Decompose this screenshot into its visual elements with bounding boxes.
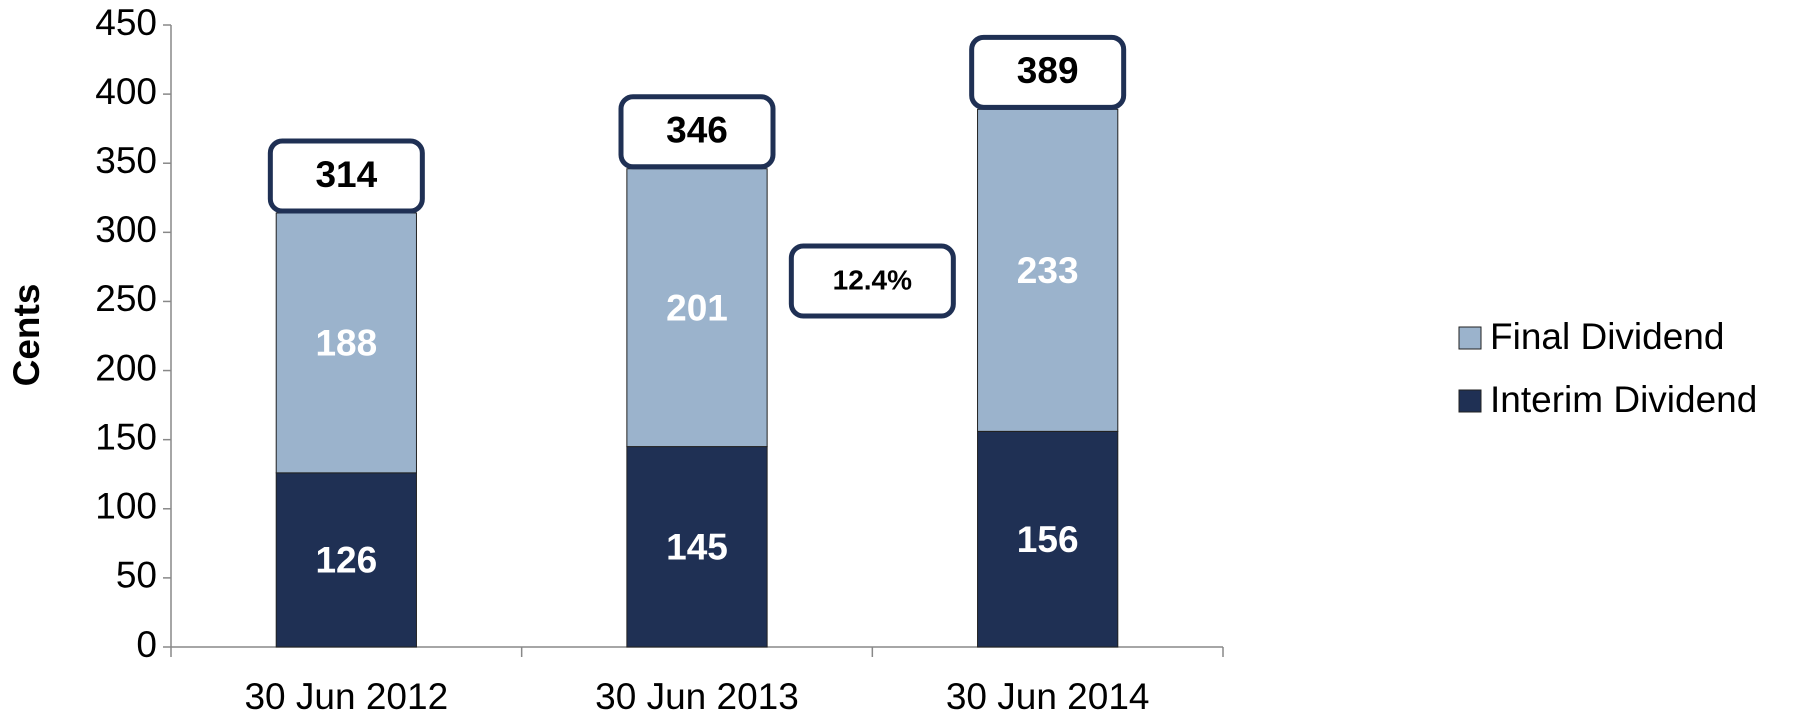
y-tick-label: 250 <box>95 278 157 319</box>
data-label: 188 <box>315 323 377 364</box>
legend-label: Final Dividend <box>1490 316 1724 357</box>
legend-label: Interim Dividend <box>1490 379 1757 420</box>
y-tick-label: 50 <box>116 555 157 596</box>
y-tick-label: 300 <box>95 209 157 250</box>
y-tick-label: 200 <box>95 347 157 388</box>
data-label: 156 <box>1017 519 1079 560</box>
total-label: 314 <box>315 154 377 195</box>
data-label: 126 <box>315 540 377 581</box>
y-tick-label: 150 <box>95 416 157 457</box>
legend-swatch <box>1458 326 1482 350</box>
bar-segment <box>626 446 768 648</box>
x-tick-label: 30 Jun 2012 <box>244 676 448 714</box>
total-label: 346 <box>666 110 728 151</box>
y-tick-label: 400 <box>95 71 157 112</box>
bar-segment <box>977 430 1119 648</box>
y-tick-label: 350 <box>95 140 157 181</box>
total-box <box>969 34 1127 110</box>
y-tick-label: 0 <box>136 624 157 665</box>
total-box <box>267 138 425 214</box>
x-tick-label: 30 Jun 2013 <box>595 676 799 714</box>
x-tick-label: 30 Jun 2014 <box>946 676 1150 714</box>
annotation-box <box>788 243 956 319</box>
total-label: 389 <box>1017 50 1079 91</box>
total-box <box>618 94 776 170</box>
bar-segment <box>275 472 417 648</box>
bar-segment <box>275 212 417 474</box>
y-tick-label: 100 <box>95 486 157 527</box>
data-label: 233 <box>1017 250 1079 291</box>
bar-segment <box>977 108 1119 432</box>
data-label: 145 <box>666 527 728 568</box>
y-axis-label: Cents <box>6 284 47 387</box>
bar-segment <box>626 168 768 448</box>
annotation: 12.4% <box>833 264 912 295</box>
legend-swatch <box>1458 389 1482 413</box>
y-tick-label: 450 <box>95 2 157 43</box>
data-label: 201 <box>666 287 728 328</box>
